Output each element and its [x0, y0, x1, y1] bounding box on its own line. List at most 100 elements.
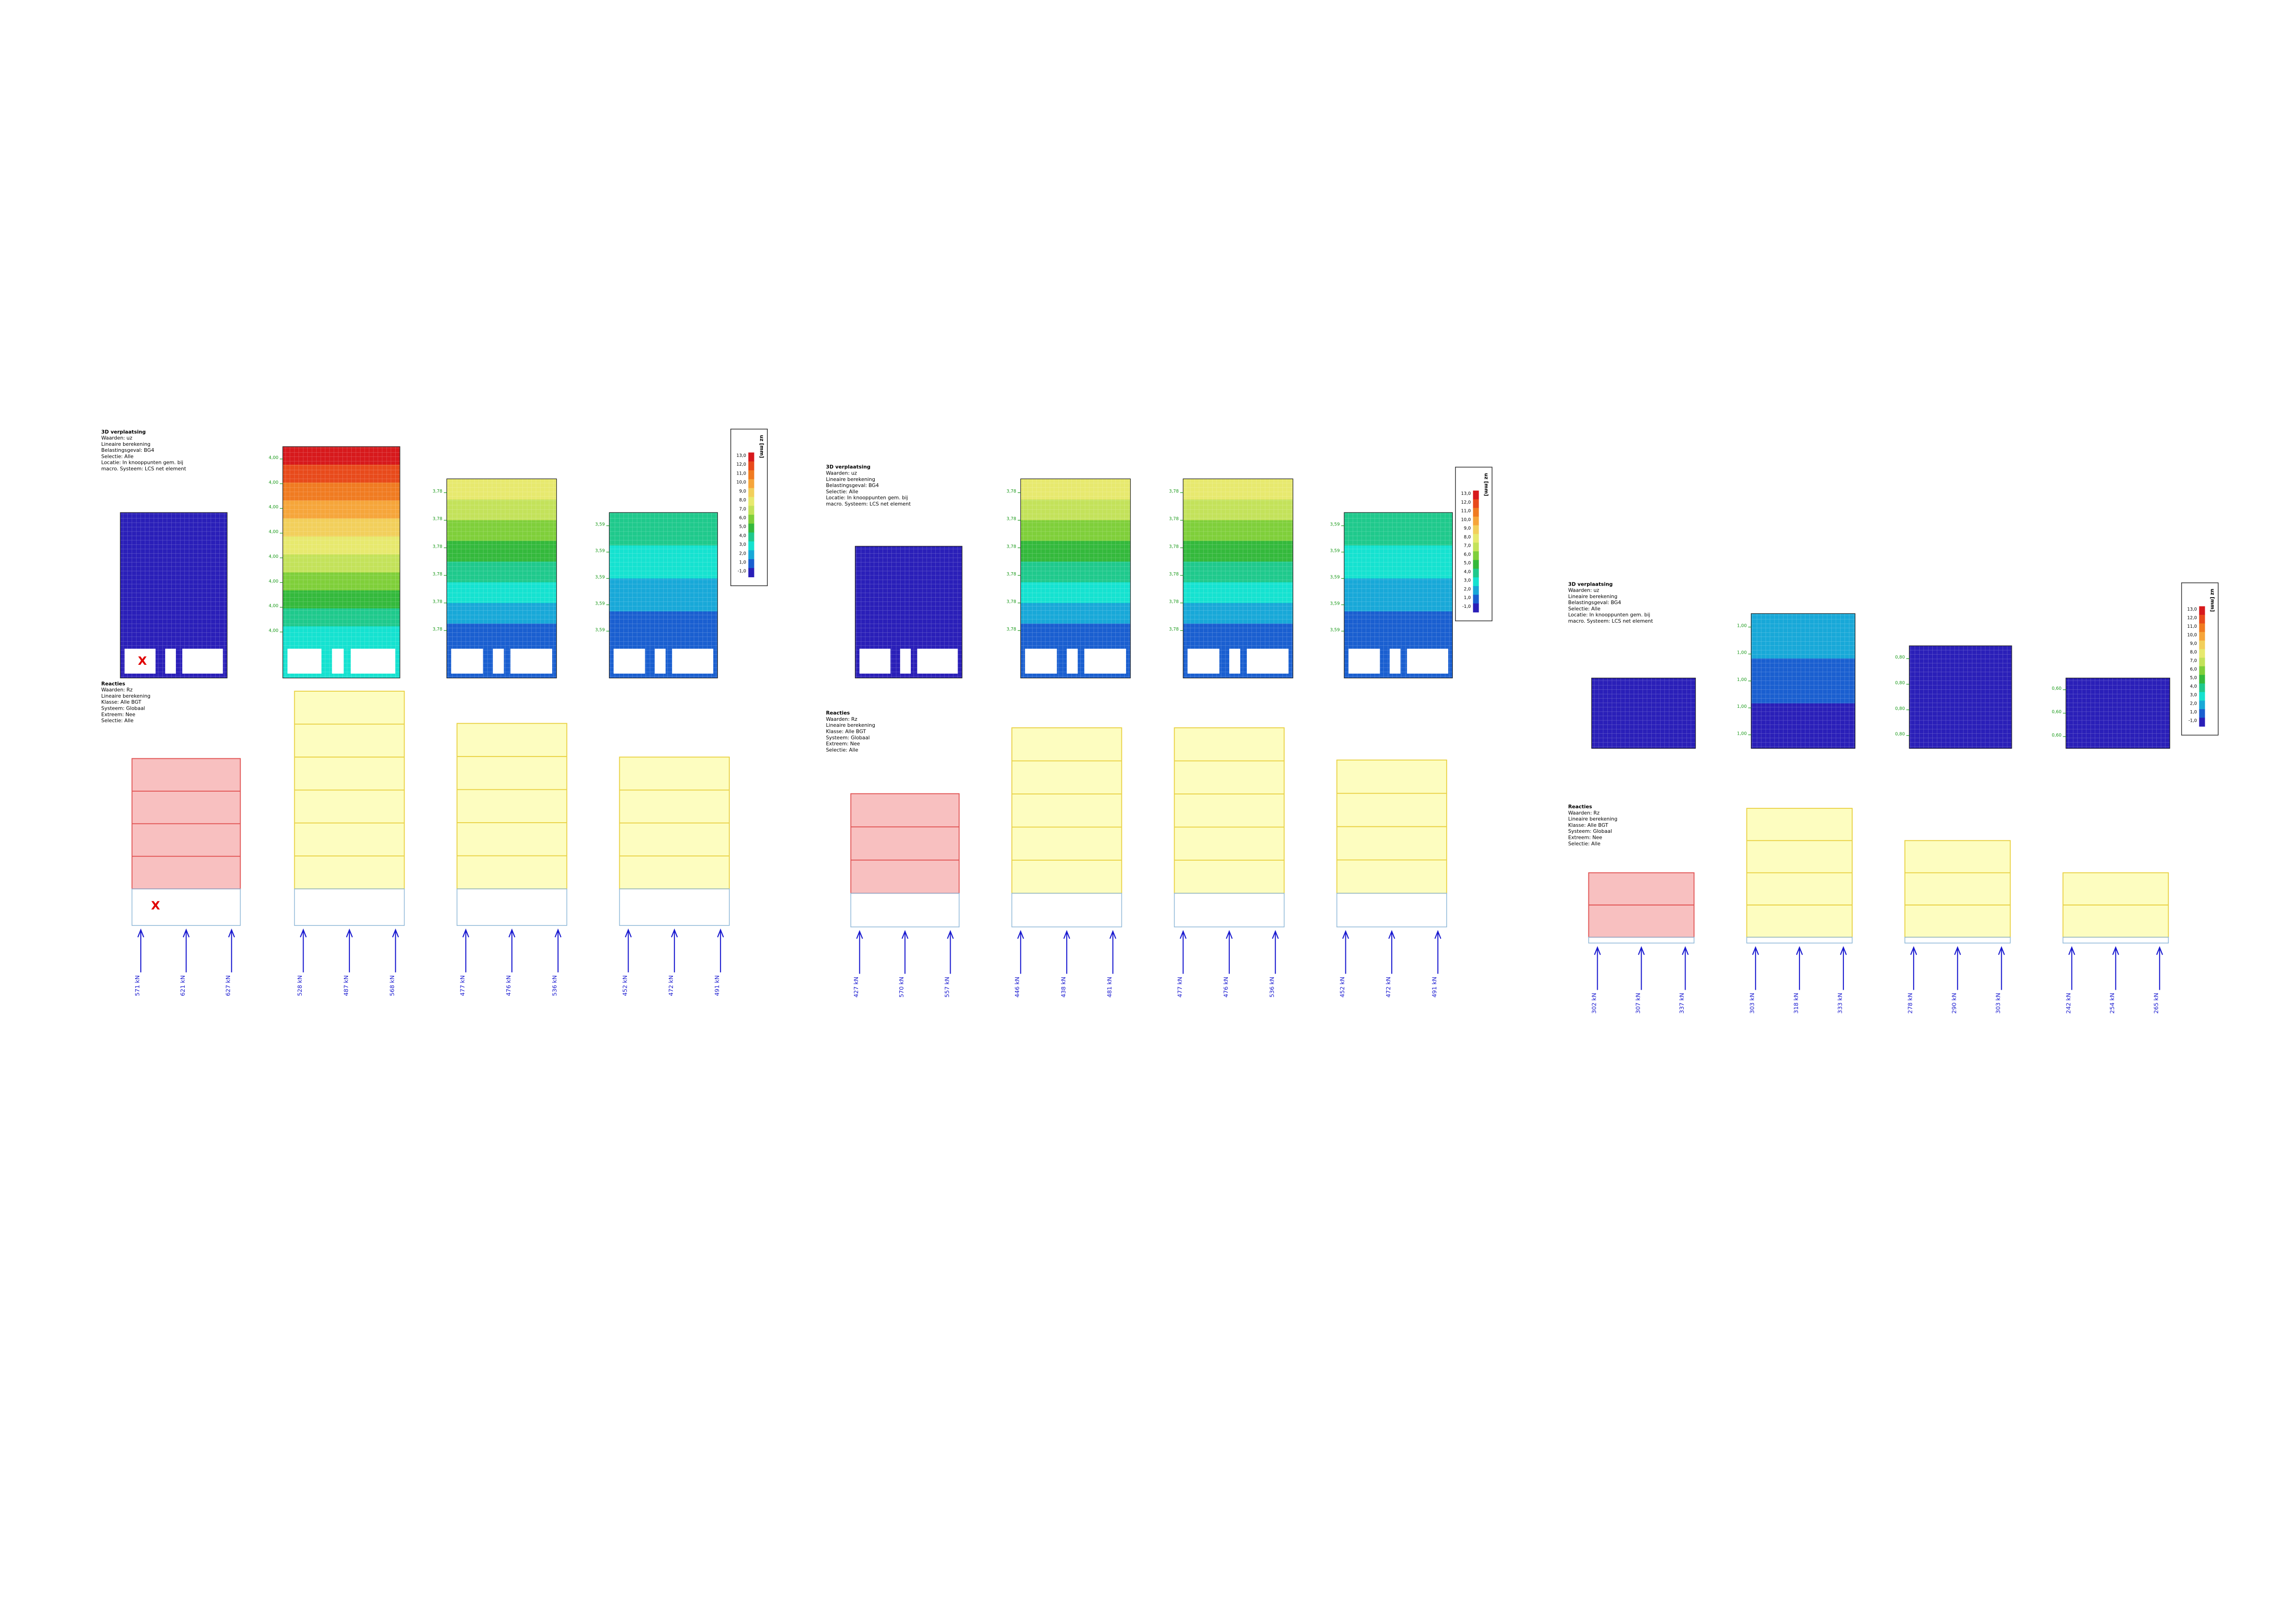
deformation-info-title: 3D verplaatsing [1568, 581, 1612, 587]
reaction-info-line: Klasse: Alle BGT [101, 699, 142, 705]
reaction-label: 477 kN [459, 975, 466, 996]
legend-tick: 12,0 [2187, 615, 2197, 620]
reaction-arrow [947, 930, 954, 974]
level-label: 3,59 [1330, 627, 1340, 632]
reaction-info-line: Selectie: Alle [101, 718, 134, 724]
mesh [1591, 677, 1696, 749]
reaction-info-line: Klasse: Alle BGT [826, 729, 866, 735]
level-label: 4,00 [268, 554, 278, 559]
deformation-info-line: Waarden: uz [1568, 587, 1599, 593]
mesh [120, 512, 228, 679]
mesh [1344, 512, 1453, 679]
mesh [446, 478, 557, 679]
reaction-info-title: Reacties [826, 710, 850, 716]
legend-cell [748, 506, 754, 515]
reaction-info-line: Lineaire berekening [101, 693, 150, 699]
reaction-arrow [2156, 946, 2163, 990]
legend-cell [1473, 594, 1479, 604]
legend-tick: 11,0 [736, 471, 746, 476]
level-label: 3,78 [1007, 627, 1016, 632]
level-label: 4,00 [268, 579, 278, 584]
reaction-arrow [228, 928, 235, 973]
legend-cell [1473, 508, 1479, 517]
legend-cell [2199, 683, 2205, 693]
foundation [850, 893, 960, 928]
legend-cell [748, 479, 754, 488]
level-label: 0,80 [1895, 655, 1905, 660]
legend-tick: 2,0 [2190, 701, 2197, 706]
deformation-info-line: Waarden: uz [826, 470, 857, 476]
reaction-label: 627 kN [224, 975, 231, 996]
level-label: 4,00 [268, 530, 278, 535]
reaction-label: 290 kN [1951, 993, 1958, 1014]
legend-cell [748, 461, 754, 471]
deformation-info-line: macro. Systeem: LCS net element [1568, 618, 1653, 624]
reaction-arrow [1388, 930, 1395, 974]
legend-tick: 11,0 [2187, 624, 2197, 629]
foundation [2062, 937, 2169, 943]
legend-tick: 6,0 [2190, 667, 2197, 672]
legend-cell [2199, 615, 2205, 624]
reaction-label: 318 kN [1792, 993, 1799, 1014]
reaction-label: 446 kN [1014, 977, 1020, 998]
reaction-arrow [346, 928, 353, 973]
level-label: 3,78 [1007, 599, 1016, 604]
legend-tick: 1,0 [2190, 710, 2197, 715]
reaction-info-line: Extreem: Nee [1568, 835, 1602, 841]
mesh [282, 446, 400, 679]
foundation [1904, 937, 2011, 943]
reaction-arrow [554, 928, 562, 973]
building-box [850, 793, 960, 894]
level-label: 3,78 [1169, 572, 1179, 577]
reaction-info-line: Waarden: Rz [101, 687, 133, 693]
reaction-arrow [137, 928, 144, 973]
level-label: 4,00 [268, 604, 278, 609]
reaction-label: 536 kN [551, 975, 558, 996]
axis-marker: X [138, 654, 147, 668]
level-label: 3,59 [1330, 522, 1340, 527]
reaction-label: 491 kN [1431, 977, 1438, 998]
reaction-label: 477 kN [1176, 977, 1183, 998]
legend-tick: 10,0 [2187, 632, 2197, 637]
level-label: 1,00 [1737, 677, 1747, 682]
reaction-label: 476 kN [1222, 977, 1229, 998]
level-label: 3,59 [1330, 549, 1340, 554]
reaction-arrow [392, 928, 399, 973]
legend-cell [748, 541, 754, 551]
reaction-arrow [717, 928, 724, 973]
level-label: 3,78 [1007, 572, 1016, 577]
reaction-label: 303 kN [1994, 993, 2001, 1014]
reaction-arrow [1840, 946, 1847, 990]
reaction-arrow [1342, 930, 1349, 974]
legend-tick: 7,0 [2190, 658, 2197, 663]
reaction-label: 472 kN [1385, 977, 1392, 998]
legend-cell [2199, 657, 2205, 667]
deformation-info-line: Waarden: uz [101, 435, 132, 441]
reaction-label: 491 kN [714, 975, 721, 996]
legend-cell [2199, 640, 2205, 650]
deformation-info-line: Belastingsgeval: BG4 [826, 482, 879, 488]
reaction-arrow [1017, 930, 1024, 974]
legend-unit: uz [mm] [2209, 589, 2215, 612]
reaction-label: 427 kN [852, 977, 859, 998]
legend-tick: 2,0 [739, 551, 746, 556]
reaction-info-line: Extreem: Nee [101, 712, 136, 718]
deformation-info-line: macro. Systeem: LCS net element [101, 466, 186, 472]
legend-tick: 10,0 [736, 480, 746, 485]
building-box [1011, 727, 1122, 894]
reaction-info-line: Extreem: Nee [826, 741, 860, 747]
reaction-arrow [462, 928, 469, 973]
legend-cell [1473, 490, 1479, 500]
level-label: 3,78 [1169, 544, 1179, 549]
reaction-arrow [671, 928, 678, 973]
reaction-label: 570 kN [898, 977, 905, 998]
deformation-info-line: Lineaire berekening [1568, 593, 1617, 600]
mesh [1182, 478, 1294, 679]
level-label: 3,59 [595, 627, 605, 632]
level-label: 3,59 [595, 575, 605, 580]
legend-tick: 3,0 [739, 542, 746, 547]
foundation [619, 888, 730, 926]
foundation [1588, 937, 1695, 943]
legend-tick: 10,0 [1461, 517, 1471, 522]
level-label: 3,59 [595, 549, 605, 554]
